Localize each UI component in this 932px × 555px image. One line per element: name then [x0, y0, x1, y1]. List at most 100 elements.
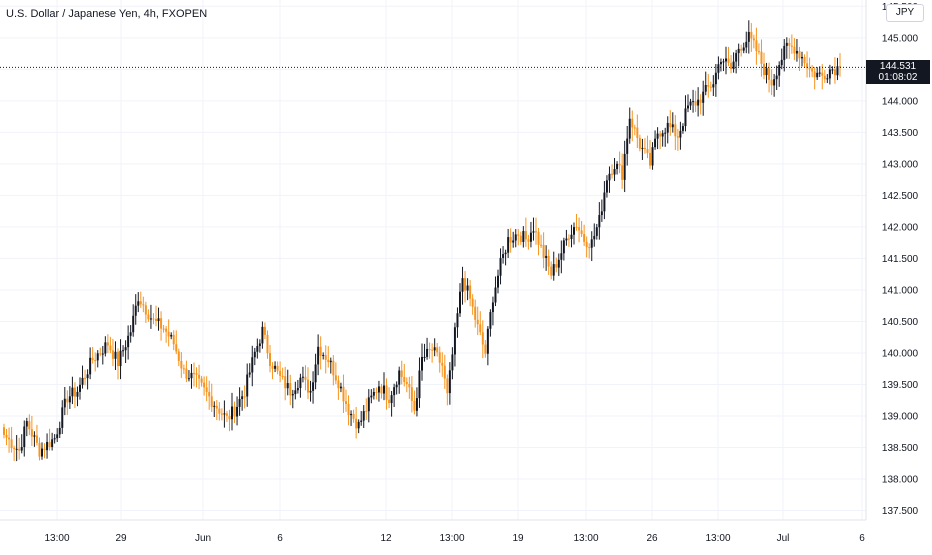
candle-body — [403, 376, 406, 382]
candle-body — [687, 105, 689, 109]
candle — [233, 401, 236, 423]
candle-body — [833, 69, 836, 76]
candle — [448, 362, 451, 405]
candle — [243, 385, 246, 409]
candle — [35, 424, 38, 446]
candle — [284, 366, 287, 401]
candle-body — [413, 400, 416, 411]
candle-body — [474, 306, 477, 320]
candle — [137, 292, 140, 313]
candle-body — [613, 169, 616, 175]
candle-body — [360, 420, 363, 422]
candle-body — [334, 375, 337, 381]
candle — [638, 134, 641, 152]
candle-body — [486, 328, 489, 354]
candle — [540, 234, 543, 249]
candle — [426, 337, 429, 360]
candle — [134, 294, 137, 325]
candle-body — [119, 350, 122, 367]
price-tick-label: 139.000 — [882, 412, 919, 423]
candle-body — [162, 328, 165, 330]
candle — [185, 360, 188, 383]
candle-body — [643, 147, 646, 150]
candle-body — [712, 84, 715, 88]
candle — [253, 347, 256, 366]
candle-body — [654, 138, 657, 148]
candle — [339, 382, 342, 393]
candle-body — [461, 278, 464, 292]
candle — [3, 423, 5, 439]
candle — [210, 383, 213, 412]
candle — [114, 341, 117, 371]
candle-body — [319, 346, 322, 356]
price-tick-label: 138.000 — [882, 475, 919, 486]
candle — [180, 352, 183, 378]
candle-body — [177, 351, 180, 361]
candle-body — [256, 346, 259, 352]
candle — [555, 257, 558, 273]
candle-body — [785, 42, 788, 46]
candle-body — [740, 48, 743, 51]
candle-body — [714, 72, 717, 85]
candle — [752, 34, 755, 49]
candle-body — [484, 344, 487, 354]
candle-body — [51, 439, 54, 448]
candle — [155, 305, 157, 327]
candle-body — [595, 227, 598, 236]
candle — [200, 375, 203, 387]
candle-body — [127, 335, 130, 348]
candle-body — [664, 132, 667, 134]
candle-body — [828, 69, 831, 79]
candle — [497, 269, 499, 294]
candle-body — [540, 244, 543, 246]
candle-body — [114, 351, 117, 359]
currency-selector[interactable]: JPY — [886, 4, 924, 22]
candle-body — [618, 163, 621, 166]
price-tick-label: 138.500 — [882, 443, 919, 454]
candle — [545, 245, 548, 271]
price-tick-label: 141.500 — [882, 254, 919, 265]
candle-body — [666, 122, 669, 133]
candle-body — [198, 374, 201, 379]
candle-body — [8, 437, 11, 440]
candle-body — [659, 133, 662, 137]
candle-body — [600, 211, 603, 216]
candle — [5, 428, 8, 446]
candle-body — [25, 421, 28, 427]
candle-body — [208, 391, 211, 397]
candle — [355, 406, 358, 439]
candle-body — [337, 380, 340, 389]
candle-body — [218, 408, 221, 414]
candle-body — [676, 136, 679, 138]
candle-body — [30, 429, 33, 437]
candle — [86, 369, 89, 390]
candle-body — [104, 342, 107, 354]
candle-body — [390, 395, 393, 404]
candle-body — [755, 40, 758, 52]
candle-body — [225, 413, 228, 416]
candle-body — [514, 234, 517, 241]
candle — [740, 44, 743, 57]
candle-body — [91, 357, 94, 361]
candle-body — [681, 126, 684, 131]
candle-body — [719, 61, 722, 65]
candle-body — [383, 385, 385, 394]
candle-body — [76, 391, 79, 397]
candle-body — [763, 63, 765, 76]
time-axis[interactable]: 13:00 29 Jun 6 12 13:00 19 13:00 26 13:00 Jul 6 — [44, 533, 865, 544]
candle-body — [778, 65, 781, 76]
candle-body — [839, 66, 841, 68]
candle — [400, 360, 403, 385]
candle-body — [213, 405, 216, 407]
candle-body — [489, 312, 492, 329]
candle — [301, 366, 304, 383]
candle — [595, 223, 598, 240]
candle-body — [96, 353, 99, 361]
candle — [770, 69, 773, 96]
candle-body — [238, 399, 241, 407]
candle — [177, 348, 180, 367]
candle — [205, 376, 208, 402]
candle — [499, 248, 502, 285]
